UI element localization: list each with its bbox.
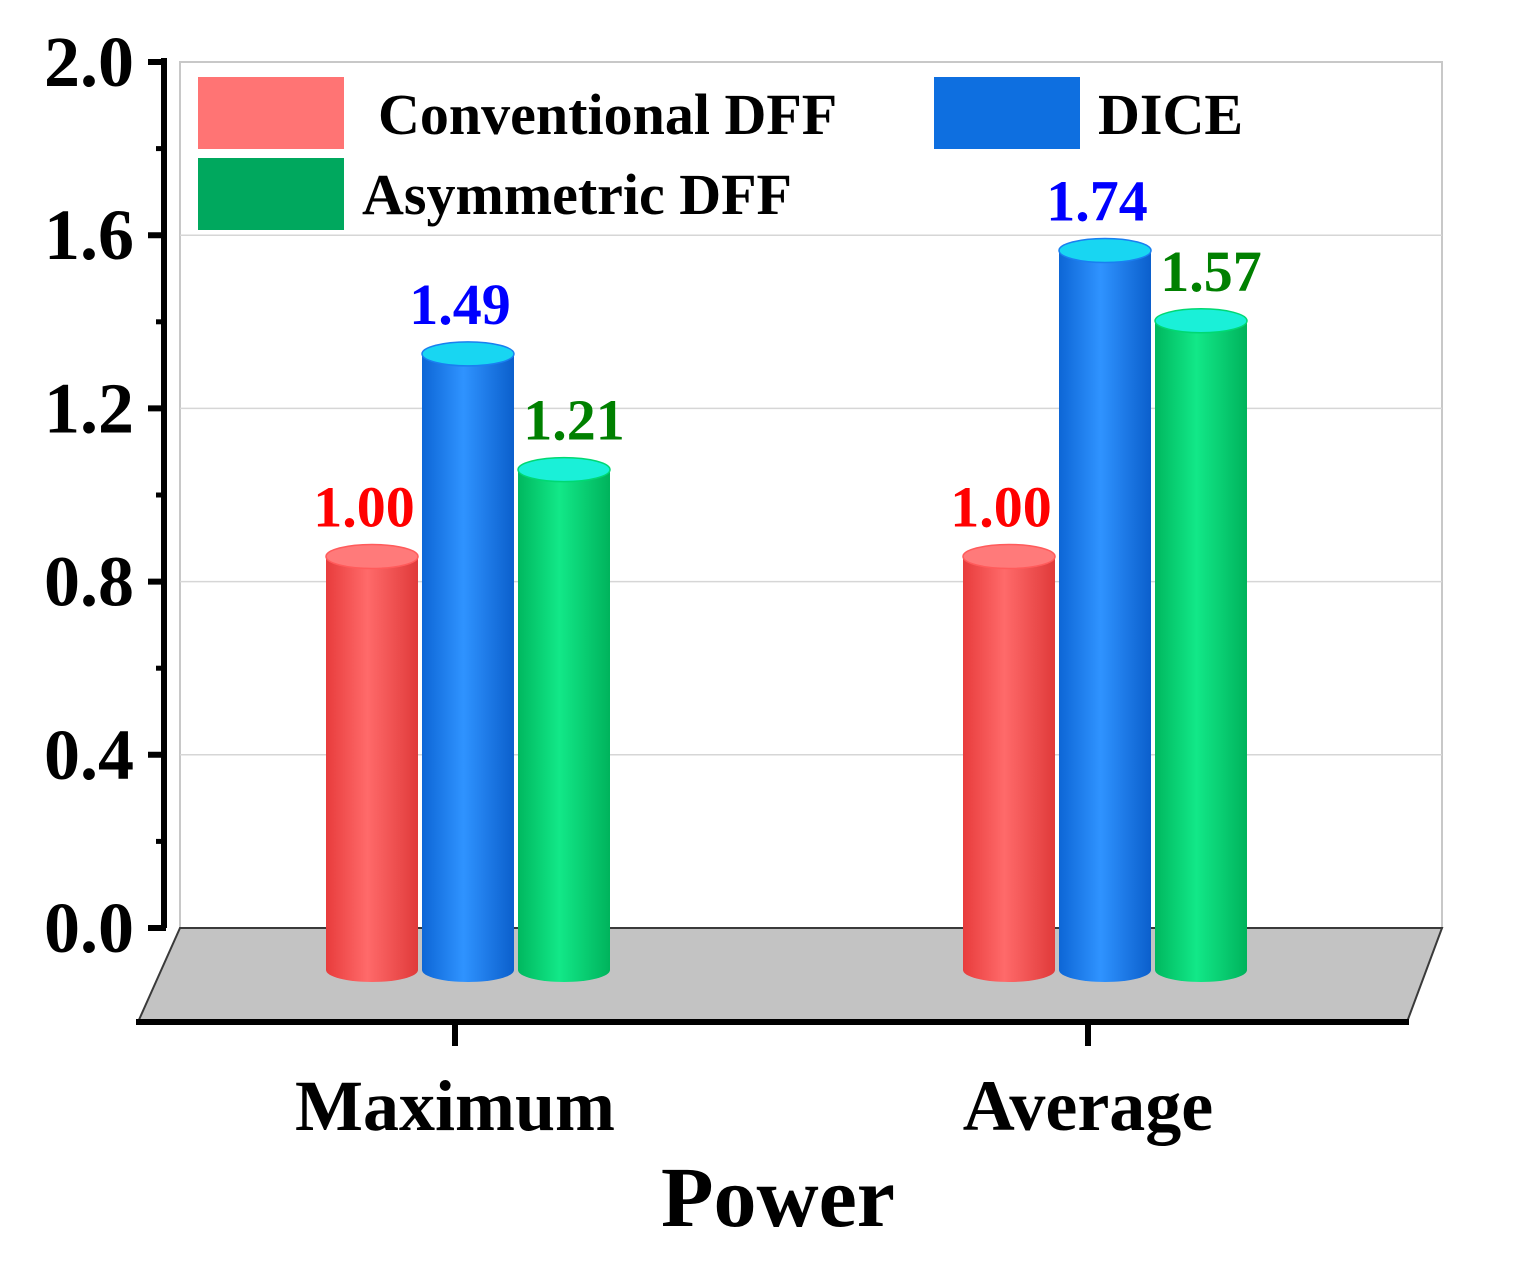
y-tick-label: 0.8 — [44, 542, 134, 622]
bar-body — [326, 556, 418, 982]
y-tick-label: 0.0 — [44, 888, 134, 968]
bar-top — [962, 543, 1056, 570]
legend-label-dice: DICE — [1098, 82, 1243, 147]
y-tick-label: 0.4 — [44, 715, 134, 795]
y-tick-label: 1.6 — [44, 195, 134, 275]
legend-swatch-asymmetric-dff — [198, 158, 344, 230]
legend-swatch-dice — [934, 77, 1080, 149]
bar-value-label: 1.00 — [950, 474, 1052, 539]
bar-body — [963, 556, 1055, 982]
bar-body — [422, 353, 514, 982]
legend-label-asymmetric-dff: Asymmetric DFF — [362, 162, 792, 227]
bar-body — [1155, 320, 1247, 982]
bar-top — [517, 456, 611, 483]
bar-series-group: 1.00 1.491.21 1.00 1.741.57 — [313, 168, 1262, 983]
y-axis-ticks: 0.0 0.4 0.8 1.2 1.6 2.0 — [44, 22, 166, 968]
y-tick-label: 1.2 — [44, 368, 134, 448]
legend: Conventional DFF DICE Asymmetric DFF — [198, 77, 1243, 230]
x-tick-label-maximum: Maximum — [295, 1066, 615, 1146]
legend-swatch-conventional-dff — [198, 77, 344, 149]
bar-conventional-dff-maximum: 1.00 — [313, 474, 419, 982]
bar-conventional-dff-average: 1.00 — [950, 474, 1056, 982]
bar-top — [1154, 308, 1248, 334]
legend-label-conventional-dff: Conventional DFF — [378, 82, 837, 147]
bar-body — [1059, 250, 1151, 983]
bar-value-label: 1.57 — [1160, 239, 1262, 304]
bar-value-label: 1.74 — [1046, 168, 1148, 233]
bar-asymmetric-dff-maximum: 1.21 — [517, 388, 625, 982]
bar-dice-average: 1.74 — [1046, 168, 1152, 983]
bar-value-label: 1.00 — [313, 474, 415, 539]
bar-body — [518, 469, 610, 982]
bar-asymmetric-dff-average: 1.57 — [1154, 239, 1262, 982]
x-tick-label-average: Average — [963, 1066, 1214, 1146]
bar-top — [421, 341, 515, 367]
bar-top — [325, 543, 419, 570]
bar-value-label: 1.49 — [409, 272, 511, 337]
bar-dice-maximum: 1.49 — [409, 272, 515, 982]
bar-top — [1058, 237, 1152, 264]
y-tick-label: 2.0 — [44, 22, 134, 102]
x-axis-title: Power — [661, 1149, 895, 1245]
bar-value-label: 1.21 — [523, 388, 625, 453]
